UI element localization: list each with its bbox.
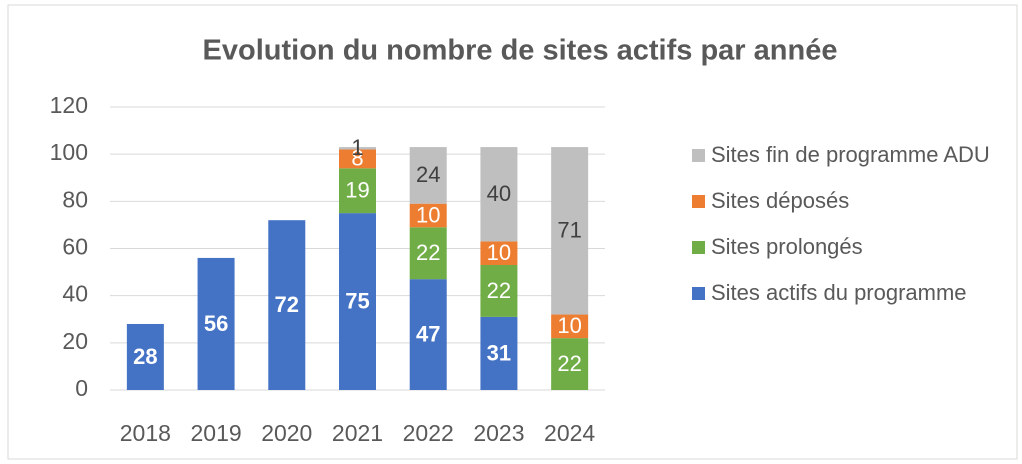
data-label: 31 — [487, 340, 511, 365]
x-tick-label: 2024 — [544, 420, 595, 446]
x-tick-label: 2022 — [403, 420, 454, 446]
legend-swatch — [692, 241, 705, 254]
legend-item: Sites prolongés — [692, 230, 992, 264]
bar-segment — [126, 323, 164, 390]
bar-segment — [480, 316, 518, 390]
y-tick-label: 80 — [62, 186, 88, 212]
data-label: 47 — [416, 321, 440, 346]
legend-label: Sites déposés — [711, 188, 850, 213]
bar-segment — [551, 338, 589, 390]
y-tick-label: 60 — [62, 234, 88, 260]
data-label: 10 — [557, 313, 581, 338]
data-label: 72 — [275, 292, 299, 317]
data-label: 24 — [416, 162, 440, 187]
data-label: 56 — [204, 311, 228, 336]
data-label: 19 — [345, 178, 369, 203]
bar-segment — [551, 147, 589, 315]
data-label: 71 — [557, 218, 581, 243]
bar-segment — [409, 147, 447, 204]
bar-segment — [480, 265, 518, 317]
y-tick-label: 0 — [75, 375, 88, 401]
data-label: 22 — [557, 351, 581, 376]
legend-item: Sites actifs du programme — [692, 276, 992, 310]
y-tick-label: 100 — [50, 139, 88, 165]
legend: Sites fin de programme ADU Sites déposés S… — [692, 138, 992, 322]
data-label: 22 — [416, 240, 440, 265]
legend-swatch — [692, 195, 705, 208]
x-tick-label: 2021 — [332, 420, 383, 446]
data-label: 1 — [351, 135, 363, 160]
data-label: 8 — [351, 146, 363, 171]
data-label: 10 — [416, 202, 440, 227]
y-tick-label: 120 — [50, 92, 88, 118]
x-tick-label: 2023 — [473, 420, 524, 446]
x-tick-label: 2020 — [261, 420, 312, 446]
data-label: 10 — [487, 240, 511, 265]
bar-segment — [268, 220, 306, 390]
data-label: 22 — [487, 278, 511, 303]
data-label: 75 — [345, 288, 369, 313]
bar-segment — [480, 241, 518, 266]
y-tick-label: 40 — [62, 281, 88, 307]
legend-item: Sites déposés — [692, 184, 992, 218]
bar-segment — [339, 147, 376, 150]
bar-segment — [480, 147, 518, 242]
bar-segment — [409, 203, 447, 228]
bar-segment — [409, 279, 447, 390]
bar-segment — [551, 314, 589, 339]
legend-item: Sites fin de programme ADU — [692, 138, 992, 172]
legend-label: Sites prolongés — [711, 234, 863, 259]
x-tick-label: 2018 — [120, 420, 171, 446]
data-label: 40 — [487, 181, 511, 206]
bar-segment — [339, 213, 376, 390]
legend-swatch — [692, 287, 705, 300]
bar-segment — [197, 257, 235, 390]
chart-title: Evolution du nombre de sites actifs par … — [203, 35, 838, 67]
bar-segment — [409, 227, 447, 280]
legend-label: Sites actifs du programme — [711, 280, 967, 305]
bar-segment — [339, 168, 376, 214]
x-tick-label: 2019 — [190, 420, 241, 446]
bar-segment — [339, 149, 376, 169]
legend-label: Sites fin de programme ADU — [711, 142, 990, 167]
y-tick-label: 20 — [62, 328, 88, 354]
legend-swatch — [692, 149, 705, 162]
data-label: 28 — [133, 344, 157, 369]
